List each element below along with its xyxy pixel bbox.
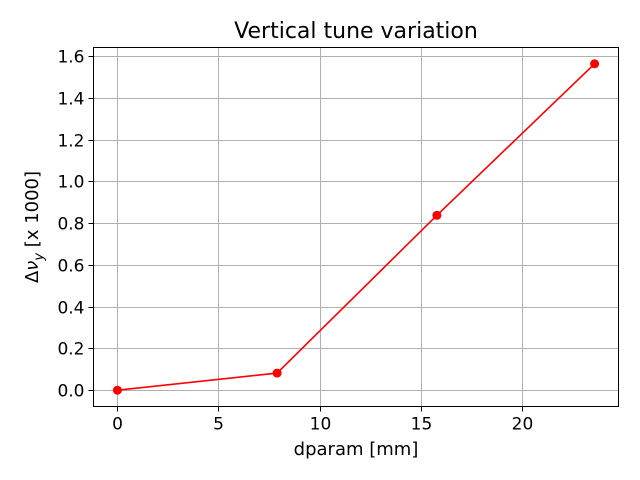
y-tick-label: 1.6	[57, 48, 84, 68]
y-tick-label: 0.2	[57, 340, 84, 360]
y-tick-label: 1.0	[57, 173, 84, 193]
y-tick-label: 1.4	[57, 90, 84, 110]
x-tick-label: 0	[112, 415, 123, 435]
y-tick-label: 0.6	[57, 257, 84, 277]
y-tick-label: 1.2	[57, 132, 84, 152]
data-point	[112, 385, 122, 395]
y-axis-label: Δνy [x 1000]	[22, 171, 47, 283]
x-axis-label: dparam [mm]	[294, 439, 419, 460]
chart-title: Vertical tune variation	[234, 19, 478, 44]
data-point	[432, 210, 442, 220]
series-line	[117, 63, 596, 391]
data-point	[590, 59, 600, 69]
series-layer	[112, 59, 600, 395]
x-tick-label: 15	[411, 415, 433, 435]
x-tick-label: 10	[310, 415, 332, 435]
y-tick-label: 0.8	[57, 215, 84, 235]
plot-frame	[93, 47, 619, 407]
grid	[93, 47, 619, 407]
ticks: 0 5 10 15 20 0.0 0.2 0.4 0.6 0.8 1.0 1.2 1.4 1.6	[57, 48, 533, 435]
y-tick-label: 0.4	[57, 299, 84, 319]
data-point	[272, 368, 282, 378]
y-tick-label: 0.0	[57, 382, 84, 402]
x-tick-label: 20	[512, 415, 534, 435]
x-tick-label: 5	[213, 415, 224, 435]
